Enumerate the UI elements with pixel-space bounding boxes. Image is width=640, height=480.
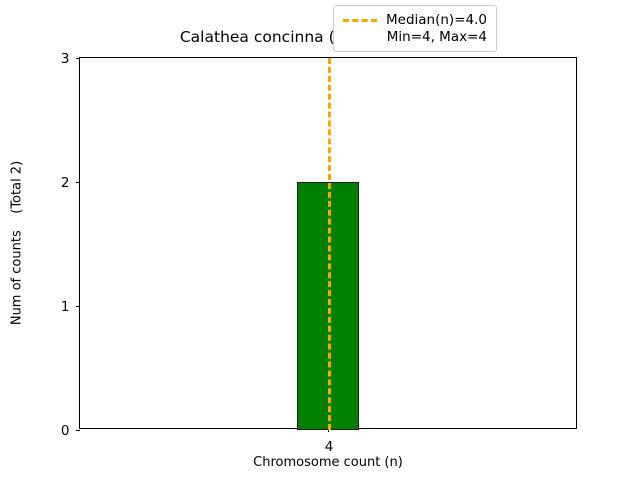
y-axis-label-container: Num of counts (Total 2) (0, 57, 34, 429)
chart-title: Calathea concinna (W. Bull) K. Schum. (179, 28, 477, 46)
y-axis-label: Num of counts (Total 2) (9, 160, 25, 326)
legend-label-median: Median(n)=4.0 (386, 12, 487, 28)
ytick-label-3: 3 (60, 51, 70, 67)
xtick-label-4: 4 (324, 438, 334, 455)
ytick-label-1: 1 (60, 299, 70, 315)
ytick-mark-2: 2 (61, 175, 80, 191)
ytick-mark-1: 1 (61, 299, 80, 315)
x-axis-label: Chromosome count (n) (253, 455, 403, 470)
plot-area: 0 1 2 3 4 (61, 51, 577, 455)
ytick-mark-3: 3 (61, 51, 80, 67)
legend-entry-minmax: Min=4, Max=4 (343, 29, 487, 45)
ytick-label-2: 2 (60, 175, 70, 191)
ytick-mark-0: 0 (61, 423, 80, 439)
bar-chromosome-4[interactable] (297, 182, 359, 430)
ytick-label-0: 0 (60, 423, 70, 439)
dashed-line-icon (343, 18, 377, 22)
legend-entry-median: Median(n)=4.0 (343, 12, 487, 28)
legend[interactable]: Median(n)=4.0 Min=4, Max=4 (333, 5, 497, 52)
legend-label-minmax: Min=4, Max=4 (386, 29, 487, 45)
